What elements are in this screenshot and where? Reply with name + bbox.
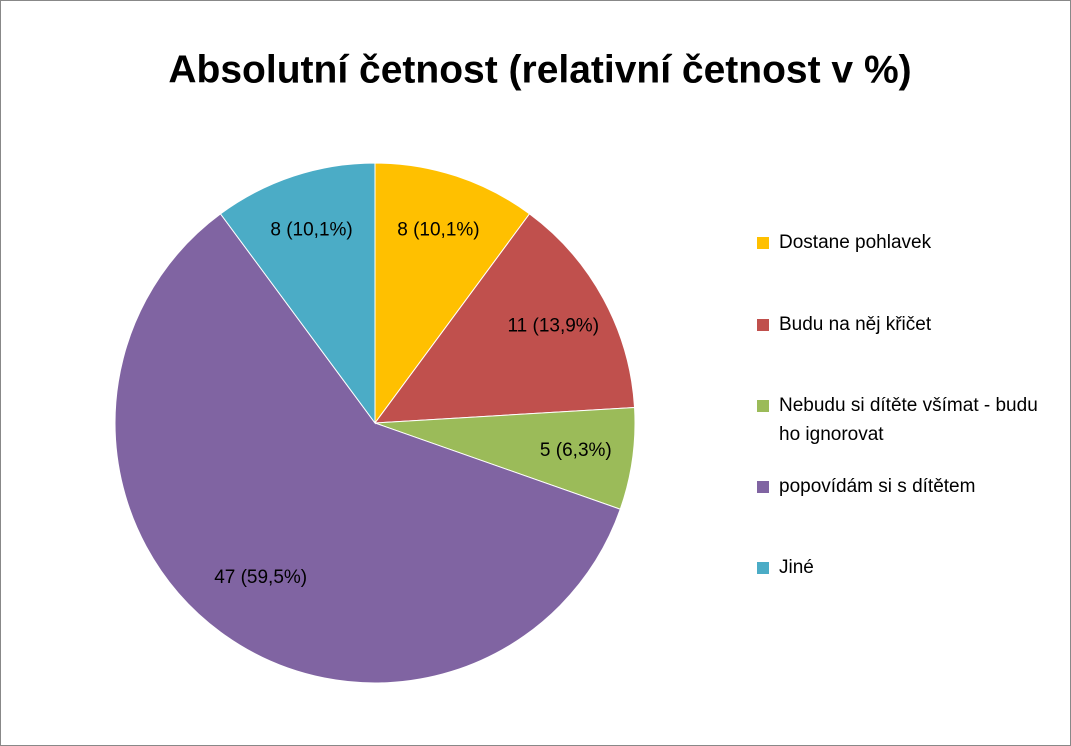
pie-slice: [373, 213, 636, 424]
chart-title: Absolutní četnost (relativní četnost v %…: [168, 48, 911, 91]
legend-label: Nebudu si dítěte všímat - budu ho ignoro…: [779, 395, 1038, 445]
data-label: 8 (10,1%): [397, 219, 479, 240]
legend-swatch: [757, 319, 769, 331]
pie-slice: [114, 213, 621, 684]
pie-slice: [374, 162, 531, 425]
data-label: 8 (10,1%): [270, 219, 352, 240]
legend-label: popovídám si s dítětem: [779, 476, 976, 497]
legend-swatch: [757, 400, 769, 412]
legend-swatch: [757, 562, 769, 574]
legend-item: popovídám si s dítětem: [757, 472, 1049, 501]
data-label: 11 (13,9%): [507, 315, 599, 336]
legend-label: Jiné: [779, 557, 814, 578]
legend-item: Jiné: [757, 553, 1049, 582]
legend-item: Budu na něj křičet: [757, 310, 1049, 339]
pie-slice: [219, 162, 376, 425]
legend-swatch: [757, 481, 769, 493]
legend-label: Budu na něj křičet: [779, 314, 932, 335]
data-label: 47 (59,5%): [214, 567, 307, 588]
legend-label: Dostane pohlavek: [779, 232, 932, 253]
legend-item: Dostane pohlavek: [757, 228, 1049, 257]
data-label: 5 (6,3%): [540, 440, 612, 461]
legend-swatch: [757, 237, 769, 249]
legend: Dostane pohlavek Budu na něj křičet Nebudu…: [757, 228, 1057, 582]
legend-item: Nebudu si dítěte všímat - budu ho ignoro…: [757, 391, 1049, 449]
